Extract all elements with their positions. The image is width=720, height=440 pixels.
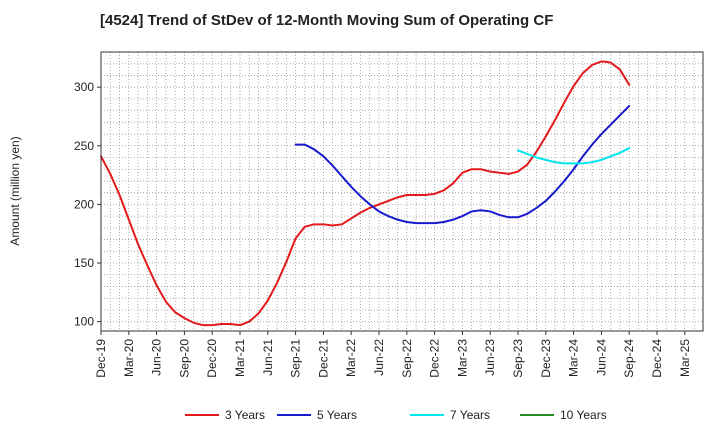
y-tick-label: 300 <box>74 80 94 94</box>
x-tick-label: Mar-25 <box>678 339 692 377</box>
plot-frame <box>100 51 704 332</box>
legend-label-7-years: 7 Years <box>450 408 490 422</box>
series-lines <box>100 60 631 327</box>
y-axis-ticks: 100 150 200 250 300 <box>74 80 101 329</box>
x-tick-label: Dec-21 <box>316 339 330 378</box>
grid-lines <box>101 51 703 331</box>
series-line-3-years <box>100 60 631 327</box>
x-tick-label: Dec-19 <box>94 339 108 378</box>
x-tick-label: Sep-20 <box>177 339 191 378</box>
x-tick-label: Jun-22 <box>372 339 386 376</box>
chart-title: [4524] Trend of StDev of 12-Month Moving… <box>100 12 554 29</box>
x-tick-label: Sep-23 <box>511 339 525 378</box>
y-tick-label: 100 <box>74 315 94 329</box>
x-tick-label: Sep-24 <box>622 339 636 378</box>
x-tick-label: Dec-22 <box>428 339 442 378</box>
x-tick-label: Jun-20 <box>150 339 164 376</box>
legend-label-5-years: 5 Years <box>317 408 357 422</box>
x-tick-label: Jun-24 <box>594 339 608 376</box>
x-tick-label: Mar-21 <box>233 339 247 377</box>
x-tick-label: Mar-20 <box>122 339 136 377</box>
x-tick-label: Mar-23 <box>455 339 469 377</box>
x-tick-label: Mar-22 <box>344 339 358 377</box>
x-tick-label: Jun-21 <box>261 339 275 376</box>
y-tick-label: 200 <box>74 197 94 211</box>
x-axis-ticks: Dec-19 Mar-20 Jun-20 Sep-20 Dec-20 Mar-21 Jun-… <box>94 331 692 378</box>
x-tick-label: Dec-20 <box>205 339 219 378</box>
legend-label-10-years: 10 Years <box>560 408 607 422</box>
series-line-7-years <box>517 147 631 165</box>
series-line-5-years <box>294 104 631 225</box>
y-tick-label: 150 <box>74 256 94 270</box>
x-tick-label: Jun-23 <box>483 339 497 376</box>
y-axis-label: Amount (million yen) <box>8 136 22 245</box>
x-tick-label: Sep-22 <box>400 339 414 378</box>
y-tick-label: 250 <box>74 139 94 153</box>
x-tick-label: Dec-24 <box>650 339 664 378</box>
legend-label-3-years: 3 Years <box>225 408 265 422</box>
legend: 3 Years 5 Years 7 Years 10 Years <box>185 408 607 422</box>
x-tick-label: Dec-23 <box>539 339 553 378</box>
x-tick-label: Sep-21 <box>289 339 303 378</box>
x-tick-label: Mar-24 <box>567 339 581 377</box>
